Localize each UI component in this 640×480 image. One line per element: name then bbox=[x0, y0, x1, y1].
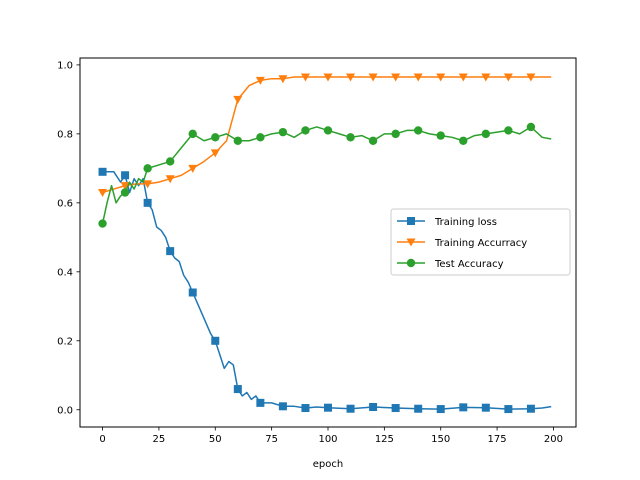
legend-item: Training loss bbox=[397, 217, 497, 228]
x-tick-label: 100 bbox=[318, 434, 337, 445]
y-axis: 0.0 0.2 0.4 0.6 0.8 1.0 bbox=[57, 60, 80, 416]
data-point bbox=[346, 73, 356, 82]
series-2 bbox=[98, 122, 552, 228]
x-tick-label: 0 bbox=[99, 434, 105, 445]
data-point bbox=[504, 126, 513, 135]
data-point bbox=[346, 133, 355, 142]
x-tick-label: 175 bbox=[488, 434, 507, 445]
data-point bbox=[346, 404, 355, 413]
x-tick-label: 75 bbox=[265, 434, 278, 445]
data-point bbox=[458, 73, 468, 82]
data-point bbox=[143, 164, 152, 173]
y-tick-label: 0.2 bbox=[57, 336, 73, 347]
data-point bbox=[255, 76, 265, 85]
legend-label: Training Accurracy bbox=[434, 238, 527, 249]
x-tick-label: 200 bbox=[544, 434, 563, 445]
data-point bbox=[120, 188, 130, 197]
legend-item: Training Accurracy bbox=[397, 238, 527, 249]
data-point bbox=[98, 219, 107, 228]
y-tick-label: 0.8 bbox=[57, 129, 73, 140]
data-point bbox=[459, 403, 468, 412]
data-point bbox=[526, 404, 535, 413]
series-line bbox=[102, 76, 552, 194]
data-point bbox=[391, 73, 401, 82]
data-point bbox=[188, 129, 197, 139]
data-point bbox=[413, 126, 423, 135]
data-point bbox=[323, 126, 333, 135]
series-0 bbox=[98, 167, 552, 414]
data-point bbox=[300, 73, 310, 82]
legend-label: Training loss bbox=[434, 217, 497, 228]
data-point bbox=[369, 402, 378, 411]
data-point bbox=[391, 129, 400, 139]
x-tick-label: 25 bbox=[153, 434, 166, 445]
x-axis: 0 25 50 75 100 125 150 175 200 bbox=[99, 427, 563, 445]
x-tick-label: 50 bbox=[209, 434, 222, 445]
data-point bbox=[256, 133, 265, 142]
data-point bbox=[504, 405, 513, 414]
data-point bbox=[278, 127, 288, 137]
data-point bbox=[278, 402, 287, 411]
y-tick-label: 0.4 bbox=[57, 267, 73, 278]
data-point bbox=[436, 405, 445, 414]
data-point bbox=[526, 122, 536, 132]
data-point bbox=[143, 198, 152, 207]
legend-marker bbox=[406, 238, 416, 247]
data-point bbox=[436, 73, 446, 82]
data-point bbox=[526, 73, 536, 82]
legend-marker bbox=[407, 217, 415, 225]
data-point bbox=[323, 73, 333, 82]
y-tick-label: 1.0 bbox=[57, 60, 73, 71]
series-layer bbox=[98, 73, 552, 414]
data-point bbox=[233, 136, 243, 145]
data-point bbox=[98, 188, 108, 197]
legend-marker bbox=[406, 258, 416, 268]
data-point bbox=[165, 175, 175, 184]
data-point bbox=[414, 404, 423, 413]
data-point bbox=[256, 398, 265, 407]
data-point bbox=[481, 129, 491, 139]
data-point bbox=[459, 136, 468, 145]
legend-item: Test Accuracy bbox=[397, 258, 504, 270]
legend-label: Test Accuracy bbox=[434, 259, 504, 270]
data-point bbox=[120, 182, 130, 191]
legend: Training loss Training Accurracy Test Accu… bbox=[390, 208, 571, 276]
x-axis-label: epoch bbox=[313, 459, 343, 470]
data-point bbox=[166, 247, 175, 256]
data-point bbox=[481, 73, 491, 82]
data-point bbox=[210, 149, 220, 158]
data-point bbox=[233, 385, 242, 394]
x-tick-label: 150 bbox=[431, 434, 450, 445]
data-point bbox=[391, 404, 400, 413]
data-point bbox=[503, 73, 513, 82]
data-point bbox=[324, 403, 332, 412]
data-point bbox=[368, 73, 378, 82]
data-point bbox=[301, 404, 310, 413]
data-point bbox=[165, 157, 175, 166]
legend-box bbox=[390, 208, 571, 276]
y-tick-label: 0.0 bbox=[57, 405, 73, 416]
data-point bbox=[188, 164, 198, 173]
data-point bbox=[368, 136, 378, 145]
data-point bbox=[436, 131, 445, 140]
data-point bbox=[211, 133, 220, 142]
data-point bbox=[98, 167, 107, 176]
data-point bbox=[278, 75, 288, 84]
data-point bbox=[143, 180, 153, 189]
series-1 bbox=[98, 73, 552, 197]
y-tick-label: 0.6 bbox=[57, 198, 73, 209]
x-tick-label: 125 bbox=[375, 434, 394, 445]
data-point bbox=[481, 403, 490, 412]
data-point bbox=[233, 95, 243, 104]
data-point bbox=[211, 336, 220, 345]
data-point bbox=[413, 73, 423, 82]
data-point bbox=[188, 288, 197, 297]
data-point bbox=[121, 171, 130, 180]
data-point bbox=[301, 126, 310, 135]
